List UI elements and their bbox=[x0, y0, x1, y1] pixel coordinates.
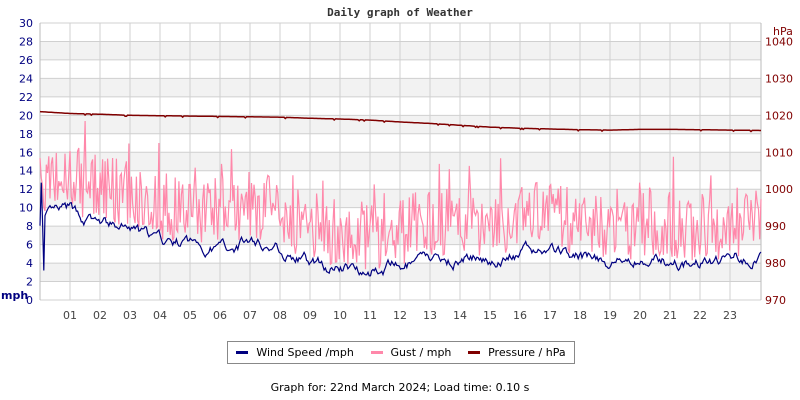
svg-text:990: 990 bbox=[765, 220, 786, 233]
svg-text:970: 970 bbox=[765, 294, 786, 307]
svg-text:22: 22 bbox=[693, 309, 707, 322]
svg-text:03: 03 bbox=[123, 309, 137, 322]
svg-text:20: 20 bbox=[633, 309, 647, 322]
svg-text:01: 01 bbox=[63, 309, 77, 322]
pressure-swatch-icon bbox=[468, 351, 481, 354]
svg-text:13: 13 bbox=[423, 309, 437, 322]
svg-text:16: 16 bbox=[513, 309, 527, 322]
series-lines bbox=[39, 110, 762, 277]
svg-text:1010: 1010 bbox=[765, 146, 793, 159]
legend-item-wind-speed: Wind Speed /mph bbox=[236, 346, 354, 359]
y-axis-right: 970 980 990 1000 1010 1020 1030 1040 bbox=[765, 35, 793, 307]
svg-text:02: 02 bbox=[93, 309, 107, 322]
svg-text:23: 23 bbox=[723, 309, 737, 322]
svg-text:10: 10 bbox=[19, 202, 33, 215]
svg-text:04: 04 bbox=[153, 309, 167, 322]
svg-text:11: 11 bbox=[363, 309, 377, 322]
svg-text:18: 18 bbox=[19, 128, 33, 141]
svg-text:18: 18 bbox=[573, 309, 587, 322]
svg-text:6: 6 bbox=[26, 239, 33, 252]
legend: Wind Speed /mph Gust / mph Pressure / hP… bbox=[227, 341, 575, 364]
svg-text:16: 16 bbox=[19, 146, 33, 159]
svg-text:1030: 1030 bbox=[765, 72, 793, 85]
svg-text:0: 0 bbox=[26, 294, 33, 307]
svg-text:30: 30 bbox=[19, 17, 33, 30]
legend-item-pressure: Pressure / hPa bbox=[468, 346, 566, 359]
svg-text:1000: 1000 bbox=[765, 183, 793, 196]
svg-text:19: 19 bbox=[603, 309, 617, 322]
svg-text:15: 15 bbox=[483, 309, 497, 322]
legend-label: Pressure / hPa bbox=[488, 346, 566, 359]
svg-text:8: 8 bbox=[26, 220, 33, 233]
svg-text:20: 20 bbox=[19, 109, 33, 122]
y-axis-right-unit: hPa bbox=[773, 25, 793, 38]
svg-text:05: 05 bbox=[183, 309, 197, 322]
gust-swatch-icon bbox=[370, 351, 383, 354]
svg-text:2: 2 bbox=[26, 276, 33, 289]
svg-text:08: 08 bbox=[273, 309, 287, 322]
svg-text:14: 14 bbox=[19, 165, 33, 178]
svg-text:09: 09 bbox=[303, 309, 317, 322]
x-axis: 01 02 03 04 05 06 07 08 09 10 11 12 13 14 15 16 17 18 19 20… bbox=[63, 309, 737, 322]
svg-text:28: 28 bbox=[19, 35, 33, 48]
svg-text:06: 06 bbox=[213, 309, 227, 322]
chart-title: Daily graph of Weather bbox=[327, 6, 473, 19]
svg-text:26: 26 bbox=[19, 54, 33, 67]
svg-text:24: 24 bbox=[19, 72, 33, 85]
footer-status: Graph for: 22nd March 2024; Load time: 0… bbox=[270, 381, 530, 394]
wind-speed-swatch-icon bbox=[236, 351, 249, 354]
svg-text:07: 07 bbox=[243, 309, 257, 322]
svg-text:22: 22 bbox=[19, 91, 33, 104]
svg-text:12: 12 bbox=[19, 183, 33, 196]
legend-item-gust: Gust / mph bbox=[370, 346, 452, 359]
legend-label: Wind Speed /mph bbox=[256, 346, 354, 359]
svg-text:17: 17 bbox=[543, 309, 557, 322]
svg-text:1020: 1020 bbox=[765, 109, 793, 122]
svg-text:980: 980 bbox=[765, 257, 786, 270]
y-axis-left-unit: mph bbox=[1, 289, 28, 302]
svg-text:14: 14 bbox=[453, 309, 467, 322]
svg-text:21: 21 bbox=[663, 309, 677, 322]
svg-text:1040: 1040 bbox=[765, 35, 793, 48]
svg-text:12: 12 bbox=[393, 309, 407, 322]
svg-text:10: 10 bbox=[333, 309, 347, 322]
svg-text:4: 4 bbox=[26, 257, 33, 270]
legend-label: Gust / mph bbox=[390, 346, 452, 359]
